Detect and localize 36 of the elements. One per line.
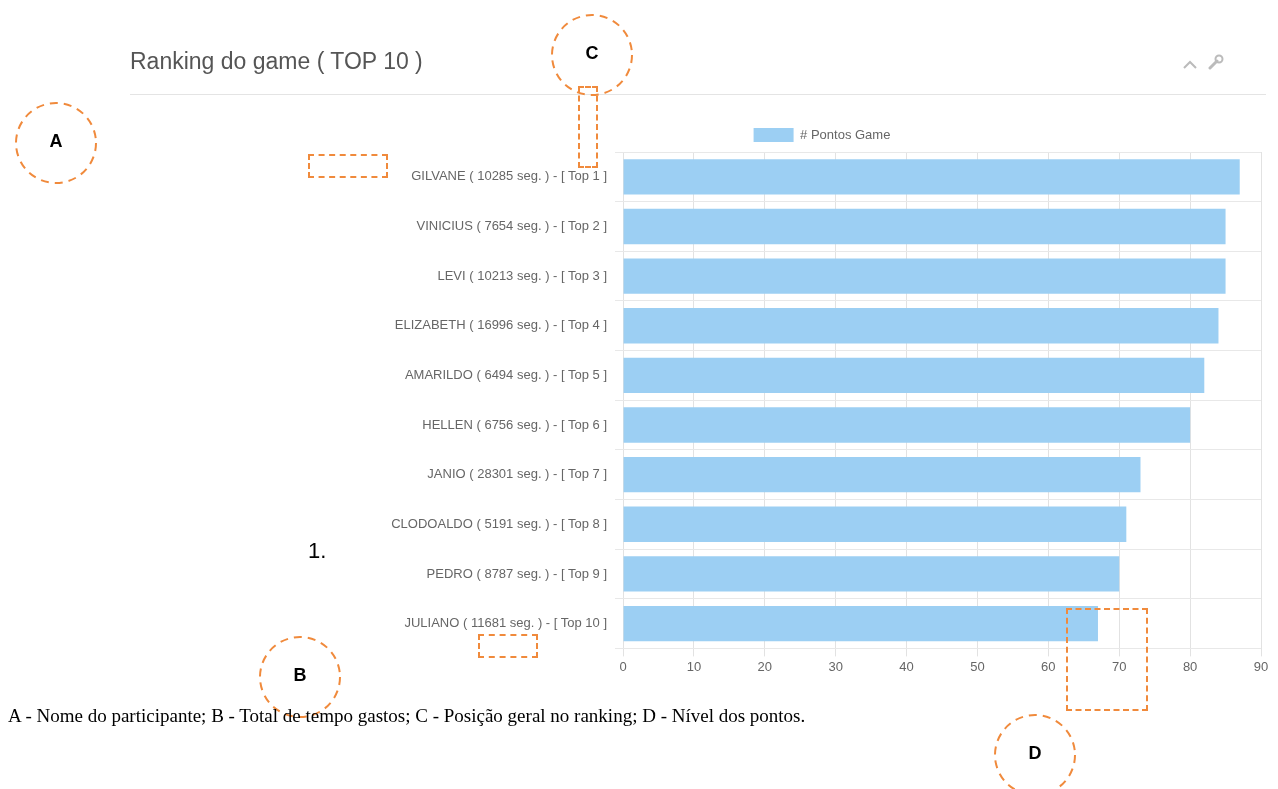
- y-tick-label: GILVANE ( 10285 seg. ) - [ Top 1 ]: [411, 168, 608, 184]
- y-tick-label: PEDRO ( 8787 seg. ) - [ Top 9 ]: [426, 565, 608, 581]
- x-tick-label: 10: [686, 658, 702, 674]
- x-tick-label: 30: [828, 658, 843, 674]
- y-tick-label: ELIZABETH ( 16996 seg. ) - [ Top 4 ]: [394, 317, 608, 333]
- x-tick-label: 0: [619, 658, 627, 674]
- bar: [623, 456, 1141, 493]
- bar: [623, 506, 1127, 542]
- bar: [623, 407, 1191, 443]
- legend-label: # Pontos Game: [800, 126, 891, 142]
- dashed-circle: C: [550, 13, 634, 97]
- bar: [623, 556, 1120, 592]
- y-tick-label: AMARILDO ( 6494 seg. ) - [ Top 5 ]: [404, 366, 608, 382]
- bar: [623, 258, 1226, 294]
- x-tick-label: 60: [1041, 658, 1056, 674]
- text: Ranking do game ( TOP 10 ): [130, 48, 423, 75]
- x-tick-label: 70: [1111, 658, 1127, 674]
- dashed-circle: A: [14, 101, 98, 185]
- x-tick-label: 90: [1253, 658, 1269, 674]
- y-tick-label: LEVI ( 10213 seg. ) - [ Top 3 ]: [437, 267, 608, 283]
- bar: [623, 208, 1226, 245]
- x-tick-label: 20: [757, 658, 773, 674]
- y-tick-label: VINICIUS ( 7654 seg. ) - [ Top 2 ]: [416, 218, 608, 234]
- y-tick-label: CLODOALDO ( 5191 seg. ) - [ Top 8 ]: [391, 515, 608, 531]
- text: 1.: [308, 538, 327, 564]
- bar: [623, 605, 1098, 642]
- y-tick-label: JULIANO ( 11681 seg. ) - [ Top 10 ]: [404, 615, 608, 631]
- y-tick-label: JANIO ( 28301 seg. ) - [ Top 7 ]: [427, 466, 608, 482]
- y-tick-label: HELLEN ( 6756 seg. ) - [ Top 6 ]: [422, 416, 608, 432]
- bar: [623, 357, 1205, 394]
- text: A - Nome do participante; B - Total de tempo gastos; C - Posição geral no ranking; D - Nível dos pontos.: [8, 705, 807, 727]
- bar: [623, 308, 1219, 344]
- x-tick-label: 80: [1182, 658, 1198, 674]
- bar: [623, 159, 1240, 195]
- x-tick-label: 50: [970, 658, 985, 674]
- x-tick-label: 40: [899, 658, 914, 674]
